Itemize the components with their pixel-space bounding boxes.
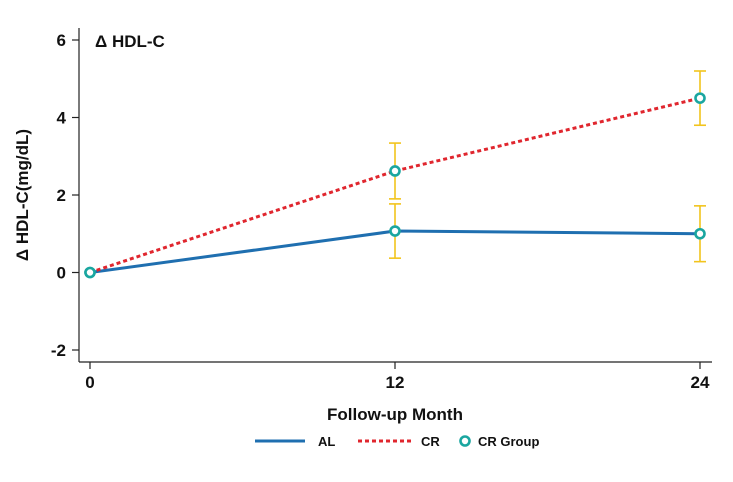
chart-title: Δ HDL-C: [95, 32, 165, 51]
point-cr-24: [694, 92, 706, 104]
x-tick-label: 24: [691, 373, 710, 392]
y-tick-label: 0: [57, 264, 66, 283]
y-tick-label: -2: [51, 341, 66, 360]
x-ticks: 0 12 24: [85, 362, 710, 392]
point-cr-0: [84, 266, 96, 279]
legend-cr-label: CR: [421, 434, 440, 449]
legend-cr-group-label: CR Group: [478, 434, 539, 449]
x-tick-label: 12: [386, 373, 405, 392]
y-tick-label: 2: [57, 186, 66, 205]
point-cr-12: [389, 165, 401, 177]
x-tick-label: 0: [85, 373, 94, 392]
series-line-cr: [89, 96, 701, 274]
point-al-24: [694, 227, 706, 240]
x-axis-title: Follow-up Month: [327, 405, 463, 424]
markers: [84, 92, 706, 279]
legend-al-label: AL: [318, 434, 335, 449]
y-tick-label: 6: [57, 31, 66, 50]
point-al-12: [389, 225, 401, 237]
legend: AL CR CR Group: [255, 434, 539, 449]
y-tick-label: 4: [57, 109, 67, 128]
legend-cr-group-marker: [459, 435, 471, 447]
y-ticks: -2 0 2 4 6: [51, 31, 79, 360]
y-axis-title: Δ HDL-C(mg/dL): [13, 129, 32, 261]
